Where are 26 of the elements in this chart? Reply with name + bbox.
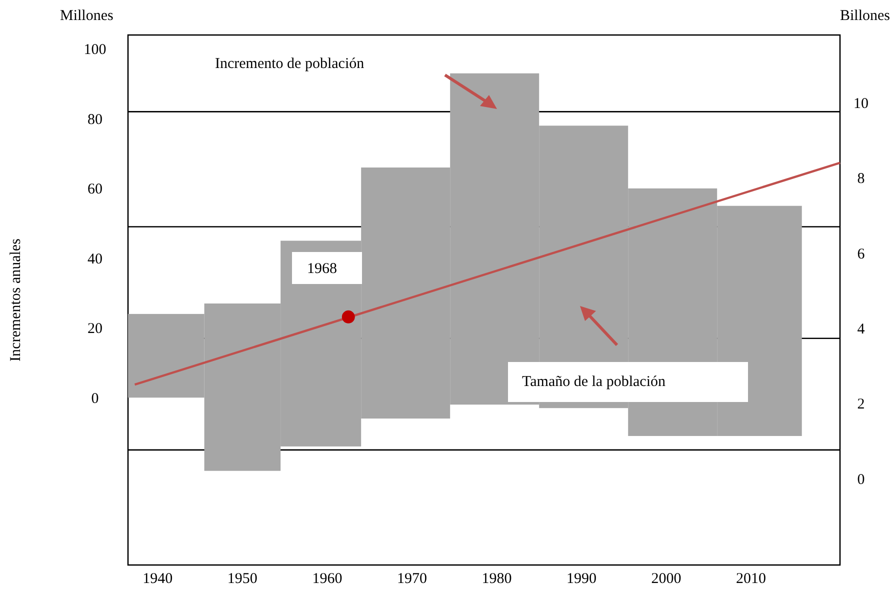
text: Millones — [60, 8, 114, 24]
x-tick-label: 1950 — [227, 571, 258, 587]
x-tick-label: 1980 — [482, 571, 512, 587]
y-tick-label: 100 — [84, 42, 106, 58]
y2-tick-label: 0 — [857, 472, 865, 488]
x-tick-label: 2000 — [651, 571, 682, 587]
y-tick-label: 0 — [91, 390, 99, 407]
y-tick-label: 40 — [88, 251, 102, 268]
y2-tick-label: 10 — [854, 96, 868, 112]
y-tick-label: 60 — [88, 182, 102, 198]
y2-tick-label: 4 — [857, 321, 866, 338]
y-tick-label: 20 — [88, 321, 102, 338]
x-tick-label: 1940 — [142, 571, 173, 587]
y2-tick-label: 6 — [857, 246, 866, 262]
y2-axis-title: Billones — [840, 8, 890, 24]
y2-tick-label: 8 — [857, 171, 865, 188]
x-tick-label: 1970 — [396, 571, 427, 587]
annotation: 1968 — [307, 261, 337, 277]
x-tick-label: 2010 — [736, 571, 766, 587]
x-tick-label: 1990 — [566, 571, 596, 587]
annotation: Tamaño de la población — [522, 374, 666, 390]
x-tick-label: 1960 — [312, 571, 342, 587]
y2-tick-label: 2 — [857, 396, 865, 413]
y-tick-label: 80 — [88, 112, 102, 128]
annotation: Incremento de población — [215, 56, 365, 72]
y-axis-title: Incrementos anuales — [8, 238, 24, 362]
